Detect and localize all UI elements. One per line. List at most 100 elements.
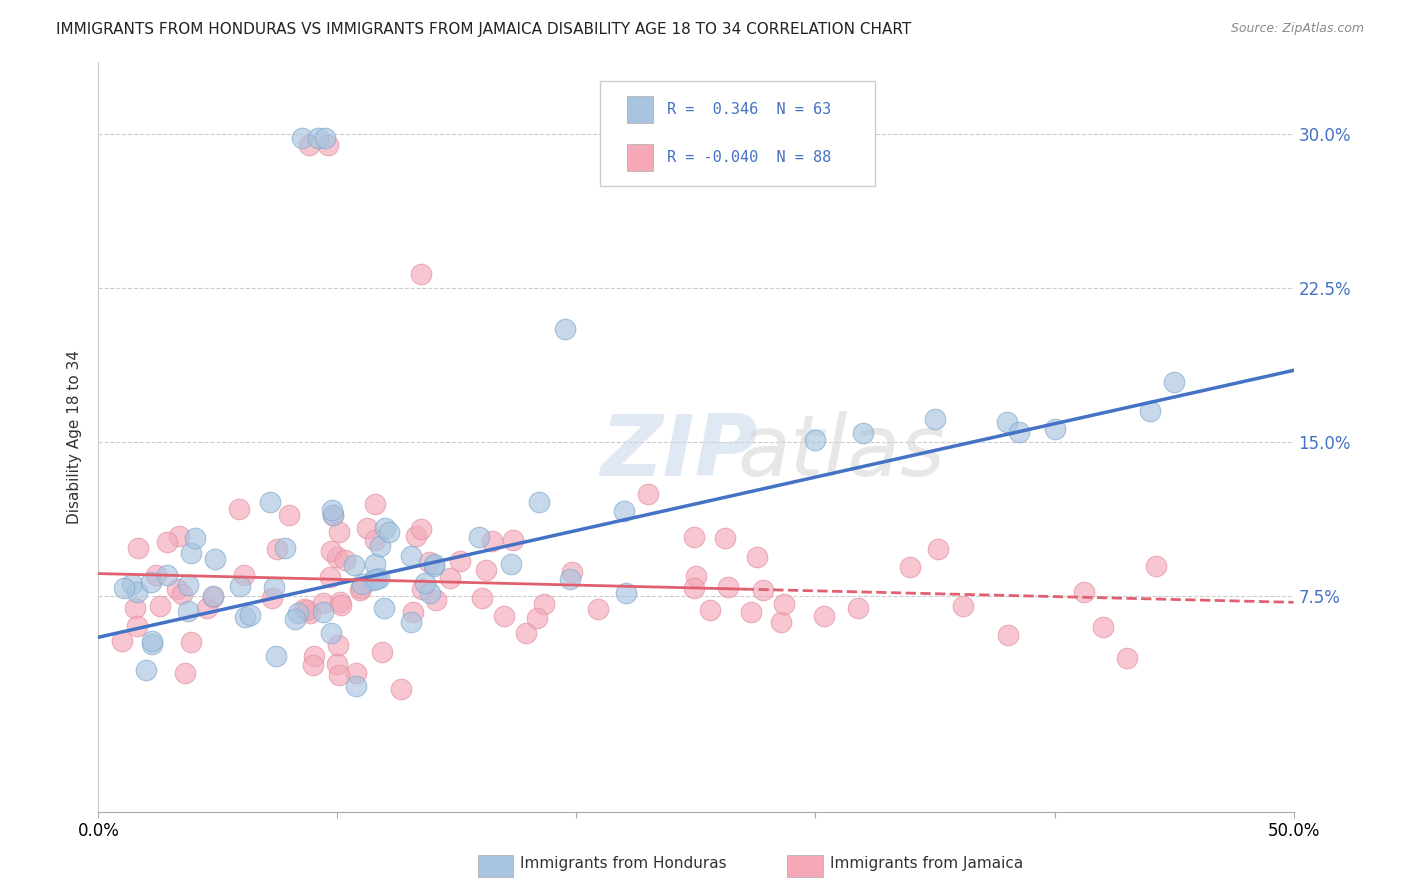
Point	[614, 586, 637, 600]
Point	[373, 601, 395, 615]
Point	[411, 582, 433, 596]
Point	[413, 576, 436, 591]
Point	[287, 606, 309, 620]
Point	[326, 657, 349, 671]
Point	[344, 666, 367, 681]
Point	[302, 648, 325, 663]
Point	[419, 586, 441, 600]
Point	[685, 569, 707, 583]
Point	[155, 535, 177, 549]
Point	[740, 605, 762, 619]
Point	[927, 541, 949, 556]
FancyBboxPatch shape	[600, 81, 875, 186]
Point	[364, 557, 387, 571]
Point	[1043, 422, 1066, 436]
Point	[145, 567, 167, 582]
Point	[952, 599, 974, 613]
Point	[297, 603, 319, 617]
Text: atlas: atlas	[738, 410, 946, 493]
Point	[141, 637, 163, 651]
Point	[350, 581, 373, 595]
Point	[124, 600, 146, 615]
Point	[637, 486, 659, 500]
Point	[561, 565, 583, 579]
Point	[344, 679, 367, 693]
Point	[389, 681, 412, 696]
Point	[449, 554, 471, 568]
Point	[127, 619, 149, 633]
Point	[312, 605, 335, 619]
Point	[515, 626, 537, 640]
Point	[423, 557, 446, 571]
Point	[995, 415, 1018, 429]
Point	[180, 546, 202, 560]
Point	[292, 601, 315, 615]
Point	[184, 531, 207, 545]
Point	[367, 571, 389, 585]
Point	[399, 615, 422, 629]
Point	[141, 634, 163, 648]
Point	[368, 539, 391, 553]
Point	[125, 584, 148, 599]
Point	[1092, 620, 1115, 634]
Point	[586, 602, 609, 616]
FancyBboxPatch shape	[478, 855, 513, 877]
Point	[266, 542, 288, 557]
FancyBboxPatch shape	[787, 855, 823, 877]
Point	[468, 530, 491, 544]
Point	[177, 578, 200, 592]
Point	[180, 635, 202, 649]
Point	[1073, 584, 1095, 599]
Point	[114, 581, 136, 595]
Point	[315, 131, 337, 145]
Point	[307, 131, 329, 145]
Point	[311, 596, 333, 610]
Point	[174, 666, 197, 681]
Point	[321, 625, 343, 640]
Point	[333, 553, 356, 567]
Text: IMMIGRANTS FROM HONDURAS VS IMMIGRANTS FROM JAMAICA DISABILITY AGE 18 TO 34 CORR: IMMIGRANTS FROM HONDURAS VS IMMIGRANTS F…	[56, 22, 911, 37]
Point	[411, 522, 433, 536]
Point	[326, 639, 349, 653]
Text: Immigrants from Jamaica: Immigrants from Jamaica	[830, 856, 1022, 871]
Point	[714, 531, 737, 545]
Point	[302, 658, 325, 673]
Point	[329, 595, 352, 609]
Point	[298, 606, 321, 620]
Point	[682, 530, 704, 544]
Point	[411, 267, 433, 281]
Point	[492, 609, 515, 624]
Point	[423, 558, 446, 573]
Point	[239, 608, 262, 623]
Point	[356, 520, 378, 534]
Point	[291, 131, 314, 145]
Y-axis label: Disability Age 18 to 34: Disability Age 18 to 34	[67, 350, 83, 524]
FancyBboxPatch shape	[627, 145, 652, 171]
Point	[502, 533, 524, 547]
Point	[321, 502, 343, 516]
Point	[328, 525, 350, 540]
Point	[471, 591, 494, 605]
Point	[284, 612, 307, 626]
Point	[377, 525, 399, 540]
Point	[343, 558, 366, 573]
Text: R = -0.040  N = 88: R = -0.040 N = 88	[668, 150, 831, 165]
Point	[259, 495, 281, 509]
Point	[322, 508, 344, 522]
Point	[439, 570, 461, 584]
Point	[554, 322, 576, 336]
Point	[997, 628, 1019, 642]
Text: R =  0.346  N = 63: R = 0.346 N = 63	[668, 103, 831, 117]
Point	[481, 533, 503, 548]
Point	[298, 137, 321, 152]
Point	[374, 520, 396, 534]
Point	[813, 608, 835, 623]
Text: ZIP: ZIP	[600, 410, 758, 493]
Point	[533, 597, 555, 611]
Point	[278, 508, 301, 522]
Point	[363, 533, 385, 547]
Point	[1008, 425, 1031, 439]
Point	[170, 587, 193, 601]
Point	[177, 604, 200, 618]
Point	[402, 605, 425, 619]
